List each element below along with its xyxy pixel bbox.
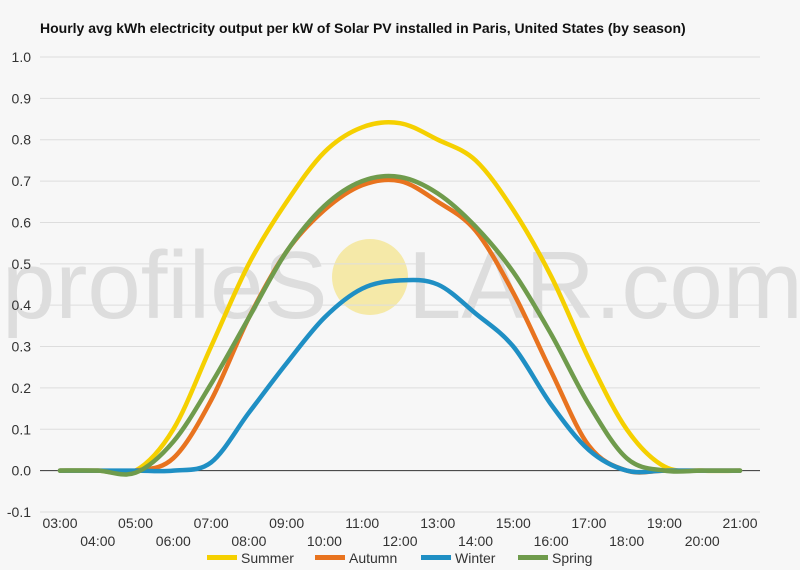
x-tick-label: 10:00	[307, 533, 342, 549]
series-lines	[57, 120, 743, 477]
legend-swatch	[518, 555, 548, 560]
legend-label: Autumn	[349, 550, 397, 566]
x-tick-label: 17:00	[571, 515, 606, 531]
x-tick-label: 11:00	[345, 515, 379, 531]
x-tick-label: 05:00	[118, 515, 153, 531]
y-tick-label: 0.0	[12, 463, 32, 479]
x-tick-label: 18:00	[609, 533, 644, 549]
series-line-summer	[57, 120, 743, 476]
y-tick-label: 0.6	[12, 214, 32, 230]
y-tick-label: 0.2	[12, 380, 32, 396]
legend-swatch	[421, 555, 451, 560]
y-tick-label: 0.9	[12, 90, 32, 106]
legend-item-autumn: Autumn	[315, 550, 397, 566]
x-tick-label: 08:00	[231, 533, 266, 549]
legend-label: Winter	[455, 550, 496, 566]
y-tick-label: 0.1	[12, 421, 32, 437]
x-tick-label: 14:00	[458, 533, 493, 549]
x-axis-ticks: 03:0004:0005:0006:0007:0008:0009:0010:00…	[42, 515, 757, 549]
y-tick-label: 0.7	[12, 173, 32, 189]
legend-swatch	[207, 555, 237, 560]
legend-label: Spring	[552, 550, 592, 566]
y-tick-label: 0.4	[12, 297, 32, 313]
watermark-text-left: profileS	[2, 232, 328, 339]
x-tick-label: 04:00	[80, 533, 115, 549]
x-tick-label: 21:00	[722, 515, 757, 531]
legend-item-summer: Summer	[207, 550, 294, 566]
x-tick-label: 13:00	[420, 515, 455, 531]
series-line-winter	[57, 277, 743, 475]
x-tick-label: 12:00	[382, 533, 417, 549]
x-tick-label: 15:00	[496, 515, 531, 531]
x-tick-label: 20:00	[685, 533, 720, 549]
x-tick-label: 19:00	[647, 515, 682, 531]
legend: Summer Autumn Winter Spring	[207, 550, 592, 566]
watermark: profileS LAR.com	[2, 232, 800, 339]
x-tick-label: 07:00	[194, 515, 229, 531]
y-axis-ticks: 1.0 0.9 0.8 0.7 0.6 0.5 0.4 0.3 0.2 0.1 0.0 -0.1	[7, 49, 31, 520]
legend-item-winter: Winter	[421, 550, 496, 566]
watermark-text-right: LAR.com	[408, 232, 800, 339]
legend-item-spring: Spring	[518, 550, 592, 566]
y-tick-label: 1.0	[12, 49, 32, 65]
x-tick-label: 16:00	[534, 533, 569, 549]
x-tick-label: 06:00	[156, 533, 191, 549]
y-tick-label: -0.1	[7, 504, 31, 520]
y-tick-label: 0.3	[12, 339, 32, 355]
series-line-spring	[57, 173, 743, 477]
x-tick-label: 03:00	[42, 515, 77, 531]
y-tick-label: 0.8	[12, 132, 32, 148]
x-tick-label: 09:00	[269, 515, 304, 531]
legend-swatch	[315, 555, 345, 560]
chart-title: Hourly avg kWh electricity output per kW…	[40, 20, 686, 36]
legend-label: Summer	[241, 550, 294, 566]
y-tick-label: 0.5	[12, 256, 32, 272]
